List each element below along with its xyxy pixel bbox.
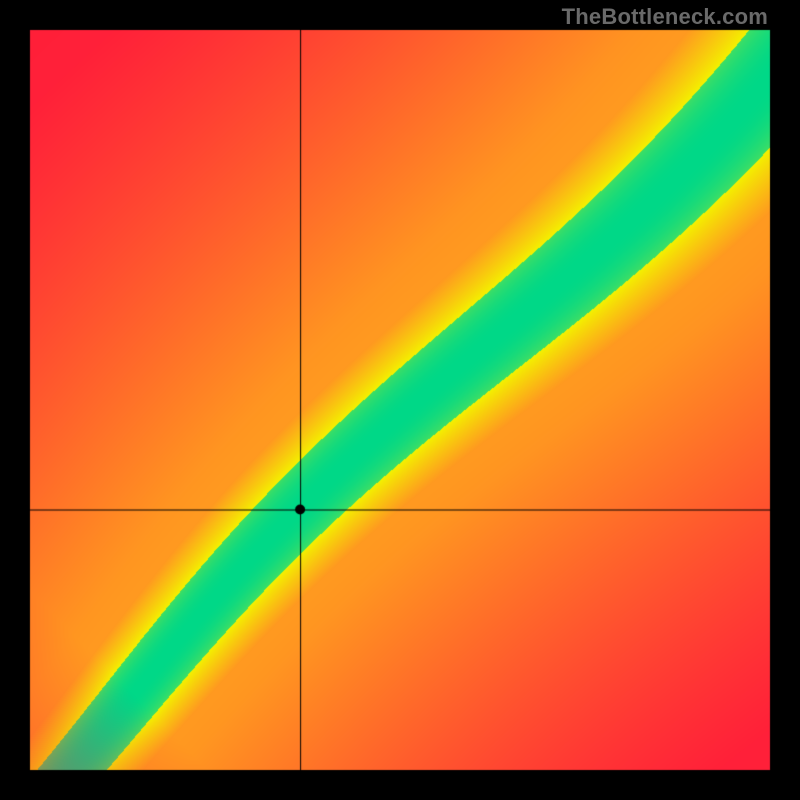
watermark-text: TheBottleneck.com	[562, 4, 768, 30]
chart-container: TheBottleneck.com	[0, 0, 800, 800]
heatmap-canvas	[0, 0, 800, 800]
